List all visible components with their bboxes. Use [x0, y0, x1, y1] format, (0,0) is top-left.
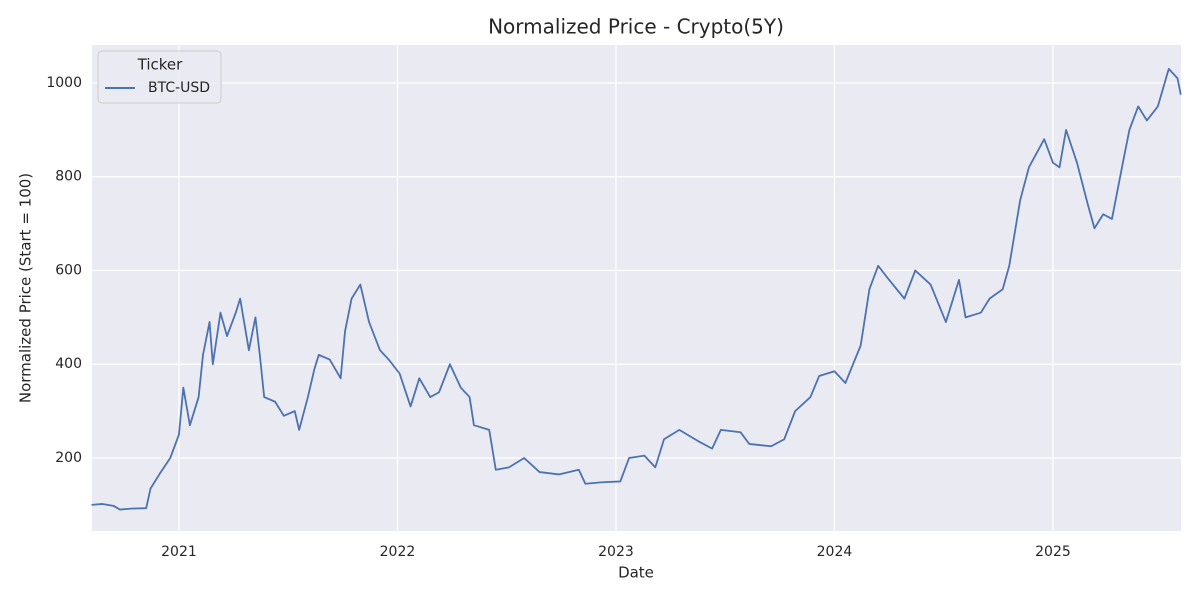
- x-tick-label: 2025: [1035, 544, 1071, 560]
- y-axis-label: Normalized Price (Start = 100): [17, 173, 35, 403]
- y-tick-label: 600: [55, 262, 82, 278]
- y-tick-label: 1000: [46, 75, 82, 91]
- lines: [91, 68, 1182, 511]
- x-tick-label: 2023: [598, 544, 634, 560]
- legend-label: BTC-USD: [148, 80, 210, 96]
- x-tick-label: 2021: [161, 544, 197, 560]
- x-tick-label: 2022: [380, 544, 416, 560]
- legend-box: [97, 50, 222, 104]
- y-tick-label: 400: [55, 356, 82, 372]
- plot-area: [92, 45, 1181, 531]
- x-axis-label: Date: [618, 564, 654, 582]
- legend: Ticker BTC-USD: [97, 50, 222, 104]
- y-tick-label: 800: [55, 169, 82, 185]
- chart-title: Normalized Price - Crypto(5Y): [488, 15, 784, 39]
- x-tick-label: 2024: [817, 544, 853, 560]
- legend-title: Ticker: [137, 56, 183, 74]
- y-tick-label: 200: [55, 450, 82, 466]
- grid: [92, 45, 1181, 531]
- line: [91, 68, 1182, 511]
